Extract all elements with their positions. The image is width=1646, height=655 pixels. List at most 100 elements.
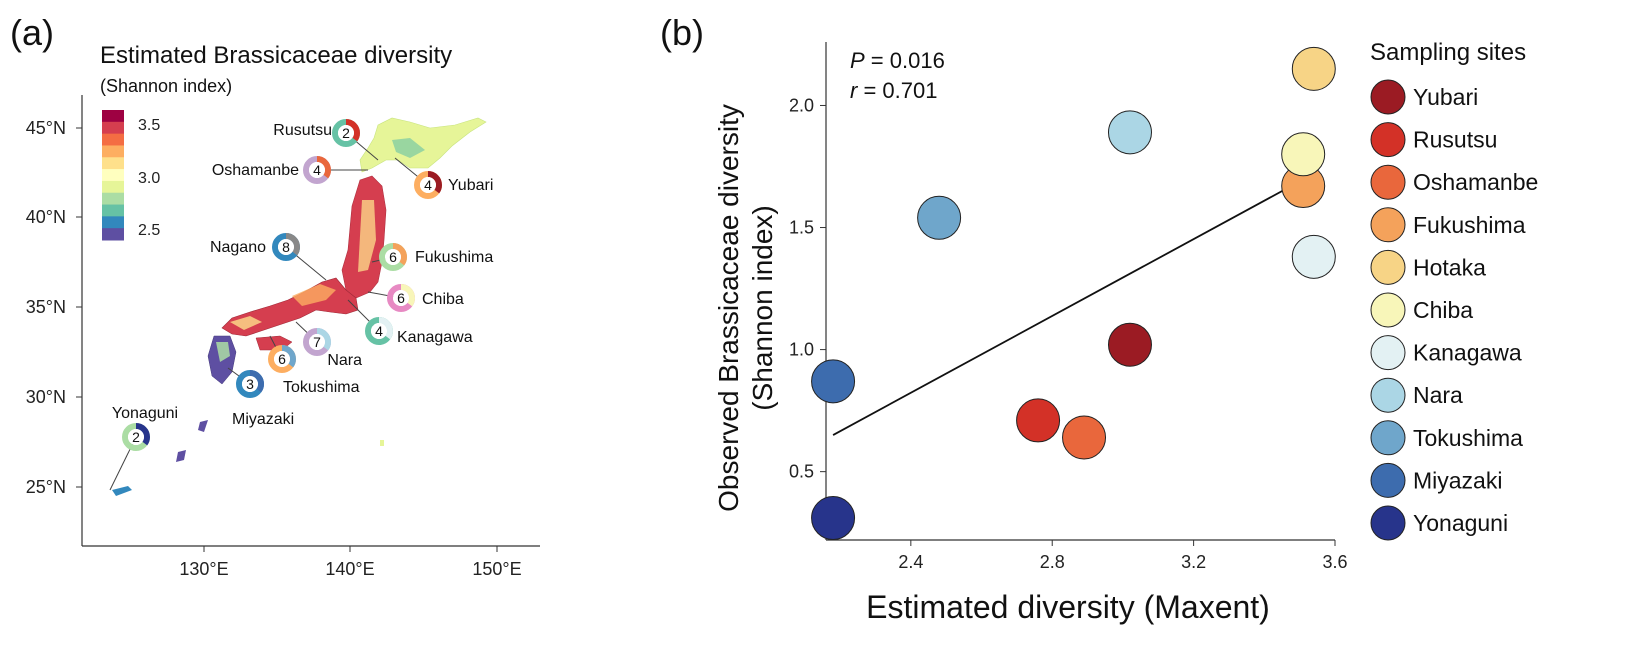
map-sites: 2 Rusutsu 4 Oshamanbe 4 Yubari 8 Nagano 6 Fukushi… (109, 119, 493, 491)
point-kanagawa (1291, 234, 1336, 279)
colorbar-segment (102, 228, 124, 241)
site-ring-segment (387, 284, 415, 312)
site-ring-center (385, 249, 401, 265)
panel-a-label: (a) (10, 12, 54, 53)
site-ring-segment (332, 119, 360, 147)
x-axis-title: Estimated diversity (Maxent) (866, 589, 1270, 625)
y-tick-label: 1.5 (789, 218, 814, 238)
colorbar-segment (102, 169, 124, 182)
x-tick-label: 3.2 (1181, 552, 1206, 572)
map-tohoku-inland (358, 200, 376, 272)
map-site-yubari: 4 Yubari (394, 157, 493, 199)
site-ring-center (393, 290, 409, 306)
legend-label: Kanagawa (1413, 340, 1522, 366)
legend-label: Yubari (1413, 84, 1478, 110)
legend-item-tokushima: Tokushima (1370, 420, 1523, 456)
point-yubari (1107, 322, 1152, 367)
stat-p-value: = 0.016 (865, 48, 945, 73)
legend-item-miyazaki: Miyazaki (1370, 462, 1502, 498)
site-label: Tokushima (283, 379, 360, 396)
legend-label: Tokushima (1413, 425, 1523, 451)
legend-swatch (1370, 164, 1406, 200)
legend-item-fukushima: Fukushima (1370, 207, 1526, 243)
colorbar-segment (102, 121, 124, 135)
site-ring-count: 3 (246, 376, 254, 392)
colorbar-segment (102, 145, 124, 158)
y-tick-label: 2.0 (789, 95, 814, 115)
y-axis-title: Observed Brassicaceae diversity (Shannon… (713, 104, 778, 512)
site-ring-segment (365, 317, 393, 345)
legend-label: Oshamanbe (1413, 169, 1538, 195)
legend-item-hotaka: Hotaka (1370, 249, 1486, 285)
map-site-yonaguni: 2 Yonaguni (109, 405, 178, 491)
regression-line (832, 173, 1315, 436)
colorbar-segment (102, 110, 124, 123)
point-miyazaki (811, 359, 856, 404)
legend-swatch (1370, 249, 1406, 285)
legend-label: Miyazaki (1413, 467, 1502, 493)
colorbar-segment (102, 157, 124, 170)
scatter-axes (825, 42, 1335, 541)
legend-swatch (1370, 122, 1406, 158)
map-site-kanagawa: 4 Kanagawa (347, 299, 473, 346)
lon-label-130: 130°E (179, 559, 228, 579)
legend-swatch (1370, 292, 1406, 328)
legend-label: Yonaguni (1413, 510, 1508, 536)
lat-label-30: 30°N (26, 387, 66, 407)
site-ring-segment (268, 345, 296, 373)
lon-label-140: 140°E (325, 559, 374, 579)
point-nara (1107, 110, 1152, 155)
map-site-miyazaki: 3 Miyazaki (227, 367, 294, 428)
x-tick-label: 3.6 (1322, 552, 1347, 572)
legend-swatch (1370, 79, 1406, 115)
map-subtitle: (Shannon index) (100, 76, 232, 96)
colorbar-segment (102, 133, 124, 146)
site-ring-center (309, 162, 325, 178)
site-label: Oshamanbe (212, 162, 299, 179)
map-kyushu-north (216, 342, 230, 362)
site-ring-center (371, 323, 387, 339)
map-site-nara: 7 Nara (295, 321, 362, 369)
legend-label: Fukushima (1413, 212, 1526, 238)
site-ring-segment (272, 233, 300, 261)
point-chiba (1281, 132, 1326, 177)
legend-title: Sampling sites (1370, 39, 1526, 66)
legend-item-kanagawa: Kanagawa (1370, 335, 1522, 371)
map-title: Estimated Brassicaceae diversity (100, 42, 452, 69)
y-tick-label: 0.5 (789, 462, 814, 482)
site-ring-center (420, 177, 436, 193)
colorbar-segment (102, 192, 124, 206)
site-ring-count: 6 (278, 351, 286, 367)
point-tokushima (917, 195, 962, 240)
map-site-rusutsu: 2 Rusutsu (273, 119, 379, 161)
map-chugoku-inland (230, 316, 262, 330)
site-ring-count: 6 (389, 249, 397, 265)
legend-item-yubari: Yubari (1370, 79, 1478, 115)
legend-item-rusutsu: Rusutsu (1370, 122, 1497, 158)
lat-label-40: 40°N (26, 207, 66, 227)
site-ring-segment (303, 328, 331, 356)
map-hokkaido (359, 117, 487, 173)
x-tick-label: 2.8 (1040, 552, 1065, 572)
site-label: Yonaguni (112, 405, 178, 422)
site-ring-segment (122, 423, 150, 451)
site-label: Nara (327, 352, 362, 369)
point-hotaka (1291, 46, 1336, 91)
legend-label: Rusutsu (1413, 127, 1497, 153)
site-ring-count: 4 (313, 162, 321, 178)
site-label: Fukushima (415, 249, 493, 266)
site-label: Kanagawa (397, 329, 473, 346)
map-hokkaido-mountains (392, 138, 425, 158)
map-site-fukushima: 6 Fukushima (371, 243, 493, 271)
site-ring-count: 2 (132, 429, 140, 445)
colorbar-segment (102, 216, 124, 229)
legend-swatch (1370, 335, 1406, 371)
y-axis-title-line1: Observed Brassicaceae diversity (713, 104, 744, 512)
legend-item-oshamanbe: Oshamanbe (1370, 164, 1538, 200)
site-ring-segment (303, 156, 331, 184)
map-site-chiba: 6 Chiba (367, 284, 464, 312)
lat-label-45: 45°N (26, 118, 66, 138)
legend-swatch (1370, 505, 1406, 541)
